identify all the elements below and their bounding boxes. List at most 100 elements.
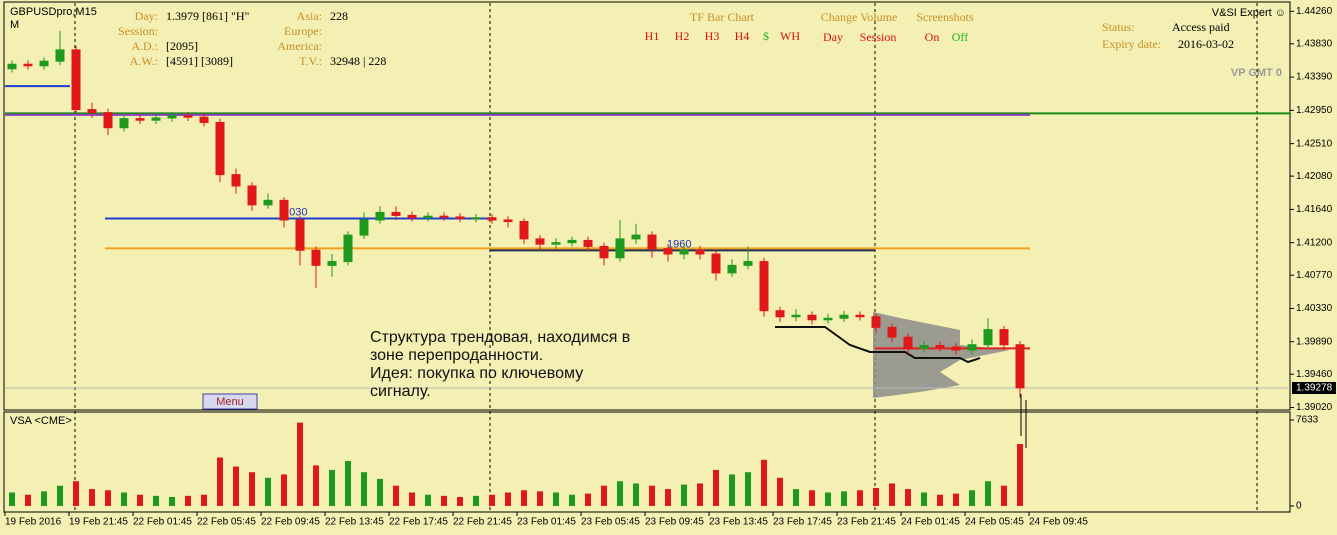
day-label: Day: [135,9,158,23]
volume-bar [553,492,559,506]
volume-bar [313,465,319,506]
asia-value: 228 [330,9,348,23]
volume-bar [633,483,639,506]
plot: 2030 1960 1.44260 1.43830 1.43390 1.42950 1.42… [4,6,1336,528]
volume-bar [473,495,479,506]
volume-bar [889,483,895,506]
candle-body [535,238,545,245]
candle-body [967,344,977,351]
ss-button[interactable]: Off [952,30,968,44]
volume-bar [521,490,527,506]
candle-body [295,219,305,251]
y-tick-label: 1.41200 [1296,237,1333,248]
volume-bar [41,491,47,506]
candle-body [135,118,145,121]
candle-body [359,219,369,236]
tf-button[interactable]: H3 [705,29,720,43]
candle-body [903,336,913,350]
volume-bar [217,457,223,506]
y-tick-label: 1.40330 [1296,303,1333,314]
price-panel [3,1,1291,411]
tf-button[interactable]: WH [780,29,800,43]
candle-body [279,199,289,221]
candle-body [151,117,161,121]
candle-body [551,242,561,245]
candle-body [919,344,929,350]
candle-body [727,264,737,274]
current-price-label: 1.39278 [1296,383,1333,394]
ss-title: Screenshots [916,10,974,24]
volume-bar [425,494,431,506]
menu-button[interactable] [202,393,258,410]
candle-body [423,215,433,219]
tf-button[interactable]: $ [763,29,769,43]
volume-bar [569,494,575,506]
candle-body [695,249,705,255]
candle-body [103,112,113,129]
candle-body [663,248,673,255]
volume-bar [937,494,943,506]
x-tick-label: 22 Feb 05:45 [197,517,256,528]
ad-value: [2095] [166,39,198,53]
period: M [10,19,19,31]
candle-body [119,118,129,129]
candle-body [247,185,257,206]
volume-bar [505,492,511,506]
candle-body [823,317,833,321]
volume-bar [153,495,159,506]
volume-bar [329,469,335,506]
asia-label: Asia: [297,9,322,23]
volume-bar [825,492,831,506]
candle-body [503,219,513,222]
candle-body [807,314,817,321]
candle-body [407,214,417,219]
cv-button[interactable]: Session [860,30,897,44]
current-price-box [1292,381,1336,394]
candle-body [199,116,209,123]
ad-label: A.D.: [131,39,158,53]
candle-body [167,115,177,119]
volume-bar [601,485,607,506]
volume-bar [57,485,63,506]
volume-bar [281,474,287,506]
x-tick-label: 24 Feb 09:45 [1029,517,1088,528]
volume-bar [393,485,399,506]
volume-bar [809,490,815,506]
candle-body [471,217,481,220]
candle-body [999,329,1009,346]
menu-label[interactable]: Menu [216,396,244,408]
tf-button[interactable]: H4 [735,29,750,43]
volume-bar [121,492,127,506]
candle-body [935,344,945,348]
tf-button[interactable]: H2 [675,29,690,43]
candle-body [951,346,961,351]
tf-button[interactable]: H1 [645,29,660,43]
candle-body [375,211,385,221]
annotation-line: Идея: покупка по ключевому [370,365,583,382]
volume-bar [377,478,383,506]
ss-button[interactable]: On [925,30,940,44]
candle-body [87,109,97,114]
candle-body [1015,344,1025,389]
candle-body [455,216,465,219]
y-tick-label: 1.44260 [1296,6,1333,17]
status-value: Access paid [1172,20,1230,34]
cv-button[interactable]: Day [823,30,843,44]
tv-value: 32948 | 228 [330,54,386,68]
candle-body [839,314,849,319]
y-tick-label: 1.42950 [1296,105,1333,116]
candle-body [759,261,769,312]
candle-body [55,49,65,62]
volume-bar [361,472,367,506]
volume-tick-label: 0 [1296,501,1302,512]
volume-bar [649,485,655,506]
aw-label: A.W.: [130,54,158,68]
candle-body [599,245,609,259]
y-tick-label: 1.42080 [1296,171,1333,182]
candle-body [71,49,81,111]
volume-bar [841,491,847,506]
day-value: 1.3979 [861] "H" [166,9,250,23]
candle-body [631,234,641,240]
volume-bar [169,496,175,506]
